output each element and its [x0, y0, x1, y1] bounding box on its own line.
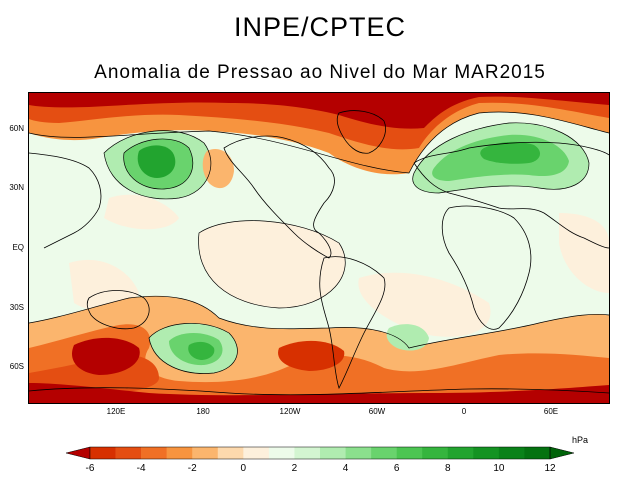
- colorbar-tick-label: 2: [291, 463, 298, 474]
- colorbar-tick-label: 8: [444, 463, 451, 474]
- lon-tick-label: 0: [461, 407, 467, 416]
- chart-title: INPE/CPTEC: [233, 12, 407, 42]
- colorbar-tick-label: 0: [240, 463, 247, 474]
- colorbar-tick-label: -4: [136, 463, 146, 474]
- colorbar-segment: [498, 447, 525, 459]
- east-negative-region: [559, 213, 609, 293]
- south-pacific-positive-core: [188, 341, 215, 360]
- maritime-negative-region: [69, 259, 139, 312]
- south-pacific-negative-core: [278, 340, 345, 371]
- eurasia-positive-core: [480, 141, 541, 164]
- colorbar-tick-label: 4: [342, 463, 349, 474]
- lat-tick-label: 60N: [9, 123, 24, 133]
- south-indian-negative-core: [71, 337, 140, 375]
- coastlines: [29, 110, 609, 396]
- colorbar-segment: [396, 447, 423, 459]
- north-pacific-positive-core: [137, 145, 176, 178]
- colorbar-segment: [268, 447, 295, 459]
- colorbar-tick-label: 10: [493, 463, 505, 474]
- colorbar-segment: [243, 447, 270, 459]
- colorbar-segment: [217, 447, 244, 459]
- anomaly-field: [29, 93, 609, 403]
- colorbar-segment: [115, 447, 142, 459]
- colorbar-max-arrow: [549, 446, 575, 460]
- colorbar-tick-label: -6: [85, 463, 95, 474]
- lon-tick-label: 120E: [106, 407, 126, 416]
- lon-tick-label: 180: [196, 407, 210, 416]
- colorbar-unit: hPa: [572, 435, 589, 445]
- colorbar-segment: [345, 447, 372, 459]
- arctic-negative-mid: [29, 93, 609, 150]
- antarctic-negative-core: [29, 383, 609, 403]
- colorbar-segment: [320, 447, 346, 459]
- colorbar-segment: [473, 447, 500, 459]
- lat-tick-label: 30N: [9, 183, 24, 193]
- colorbar-segment: [141, 447, 167, 459]
- lat-tick-label: 60S: [9, 362, 24, 372]
- colorbar-segment: [192, 447, 219, 459]
- lon-tick-label: 60E: [543, 407, 559, 416]
- lon-tick-label: 120W: [279, 407, 301, 416]
- atlantic-negative-region: [358, 272, 491, 337]
- colorbar-tick-label: 12: [544, 463, 556, 474]
- colorbar-tick-label: 6: [393, 463, 400, 474]
- colorbar-min-arrow: [65, 446, 91, 460]
- colorbar-segment: [166, 447, 193, 459]
- lat-tick-label: EQ: [12, 243, 24, 252]
- colorbar-segment: [422, 447, 449, 459]
- colorbar-tick-label: -2: [187, 463, 197, 474]
- arctic-negative-core: [29, 93, 609, 129]
- colorbar-segment: [371, 447, 397, 459]
- colorbar-segment: [524, 447, 551, 459]
- anomaly-map: [28, 92, 610, 404]
- lon-tick-label: 60W: [368, 407, 386, 416]
- map-canvas: [29, 93, 609, 403]
- lat-tick-label: 30S: [9, 302, 24, 312]
- colorbar-segment: [447, 447, 474, 459]
- south-atlantic-positive: [386, 324, 429, 351]
- north-pacific-negative-band: [104, 194, 179, 230]
- colorbar-outline: [89, 446, 551, 460]
- tropical-negative-region: [198, 220, 346, 308]
- colorbar-segment: [294, 447, 321, 459]
- chart-subtitle: Anomalia de Pressao ao Nivel do Mar MAR2…: [94, 62, 546, 83]
- colorbar-segment: [90, 447, 116, 459]
- colorbar: [65, 446, 575, 460]
